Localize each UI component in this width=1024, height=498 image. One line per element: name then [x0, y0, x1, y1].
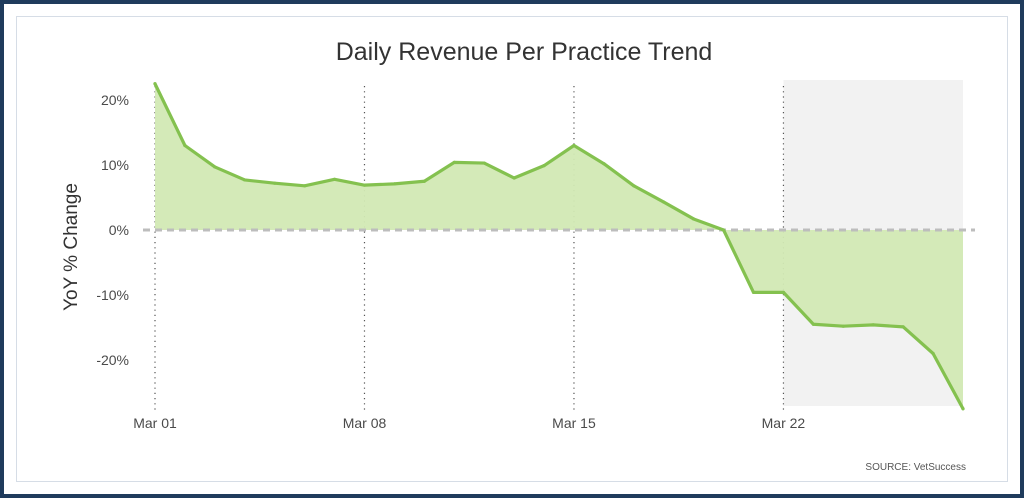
data-point — [961, 407, 965, 411]
data-point — [602, 162, 606, 166]
data-point — [632, 184, 636, 188]
data-point — [273, 181, 277, 185]
x-tick-guides — [154, 86, 785, 410]
y-axis-label: YoY % Change — [61, 183, 82, 311]
data-point — [512, 176, 516, 180]
data-point — [422, 179, 426, 183]
x-tick-label: Mar 15 — [552, 415, 596, 431]
source-note: SOURCE: VetSuccess — [865, 462, 966, 473]
y-tick-label: -20% — [96, 352, 129, 368]
x-tick-label: Mar 08 — [343, 415, 387, 431]
data-point — [811, 322, 815, 326]
chart-title: Daily Revenue Per Practice Trend — [336, 38, 713, 66]
data-point — [841, 324, 845, 328]
data-point — [692, 217, 696, 221]
data-point — [452, 160, 456, 164]
data-point — [362, 183, 367, 187]
data-point — [213, 165, 217, 169]
x-axis-ticks: Mar 01 Mar 08 Mar 15 Mar 22 — [133, 415, 805, 431]
y-tick-label: 10% — [101, 157, 129, 173]
data-point — [572, 143, 576, 148]
data-point — [392, 182, 397, 186]
x-tick-label: Mar 22 — [762, 415, 806, 431]
y-tick-label: -10% — [96, 287, 129, 303]
series-line — [153, 82, 965, 411]
data-point — [183, 143, 187, 148]
data-point — [781, 290, 786, 294]
y-tick-label: 20% — [101, 92, 129, 108]
data-point — [243, 178, 247, 182]
x-tick-label: Mar 01 — [133, 415, 177, 431]
series-points — [153, 82, 965, 411]
data-point — [901, 325, 905, 329]
data-point — [153, 82, 157, 86]
data-point — [482, 161, 486, 165]
data-point — [662, 200, 666, 204]
y-tick-label: 0% — [109, 222, 129, 238]
data-point — [303, 184, 307, 188]
data-point — [542, 164, 546, 168]
y-axis-ticks: 20% 10% 0% -10% -20% — [96, 92, 129, 368]
data-point — [931, 351, 935, 356]
data-point — [332, 177, 337, 181]
data-point — [721, 228, 726, 232]
data-point — [871, 323, 875, 327]
data-point — [751, 290, 756, 294]
series-area — [155, 83, 963, 409]
